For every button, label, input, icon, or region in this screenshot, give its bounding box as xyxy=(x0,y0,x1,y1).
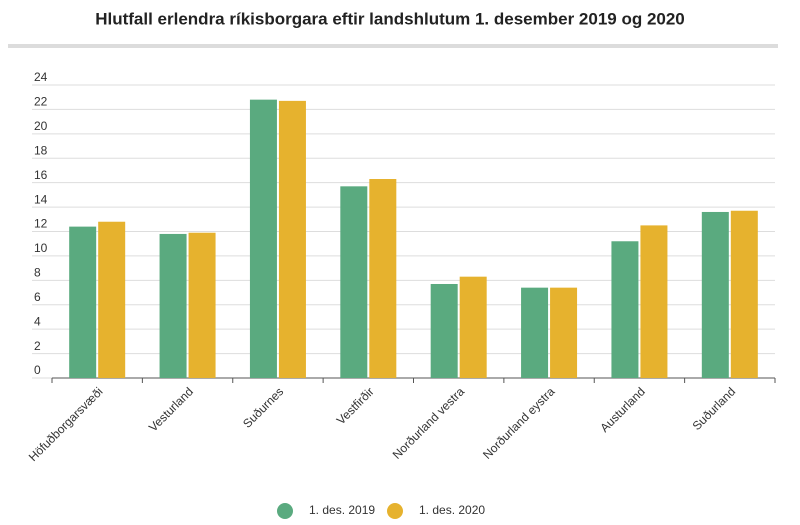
y-tick-label: 0 xyxy=(34,363,41,377)
legend-label: 1. des. 2019 xyxy=(309,503,375,517)
bar xyxy=(701,211,729,378)
bar xyxy=(640,225,668,378)
y-tick-label: 24 xyxy=(34,70,48,84)
bar xyxy=(521,287,549,378)
bar xyxy=(249,99,277,379)
y-tick-label: 14 xyxy=(34,192,48,206)
x-tick-label: Norðurland vestra xyxy=(390,384,468,462)
bar xyxy=(611,241,639,378)
x-tick-label: Norðurland eystra xyxy=(480,384,558,462)
legend-label: 1. des. 2020 xyxy=(419,503,485,517)
x-tick-label: Austurland xyxy=(597,384,647,434)
chart-title: Hlutfall erlendra ríkisborgara eftir lan… xyxy=(95,9,685,28)
y-tick-label: 18 xyxy=(34,143,48,157)
legend-swatch xyxy=(387,503,403,519)
y-tick-label: 12 xyxy=(34,217,48,231)
x-tick-label: Höfuðborgarsvæði xyxy=(26,384,106,464)
y-tick-label: 8 xyxy=(34,266,41,280)
x-tick-label: Vesturland xyxy=(146,384,196,434)
x-tick-label: Suðurnes xyxy=(240,384,286,430)
x-tick-label: Vestfirðir xyxy=(334,384,377,427)
y-tick-label: 20 xyxy=(34,119,48,133)
y-tick-label: 4 xyxy=(34,314,41,328)
y-tick-label: 6 xyxy=(34,290,41,304)
x-tick-label: Suðurland xyxy=(690,384,739,433)
y-tick-label: 10 xyxy=(34,241,48,255)
bar xyxy=(369,179,397,378)
bar xyxy=(459,276,487,378)
bar xyxy=(278,100,306,378)
title-rule xyxy=(8,44,778,48)
bar xyxy=(69,226,97,378)
y-tick-label: 16 xyxy=(34,168,48,182)
bar xyxy=(430,283,458,378)
y-tick-label: 22 xyxy=(34,95,48,109)
bar xyxy=(730,210,758,378)
bar xyxy=(159,233,187,378)
bar xyxy=(188,232,216,378)
y-tick-label: 2 xyxy=(34,339,41,353)
bar xyxy=(340,186,368,378)
bar xyxy=(550,287,578,378)
legend-swatch xyxy=(277,503,293,519)
bar xyxy=(98,221,126,378)
